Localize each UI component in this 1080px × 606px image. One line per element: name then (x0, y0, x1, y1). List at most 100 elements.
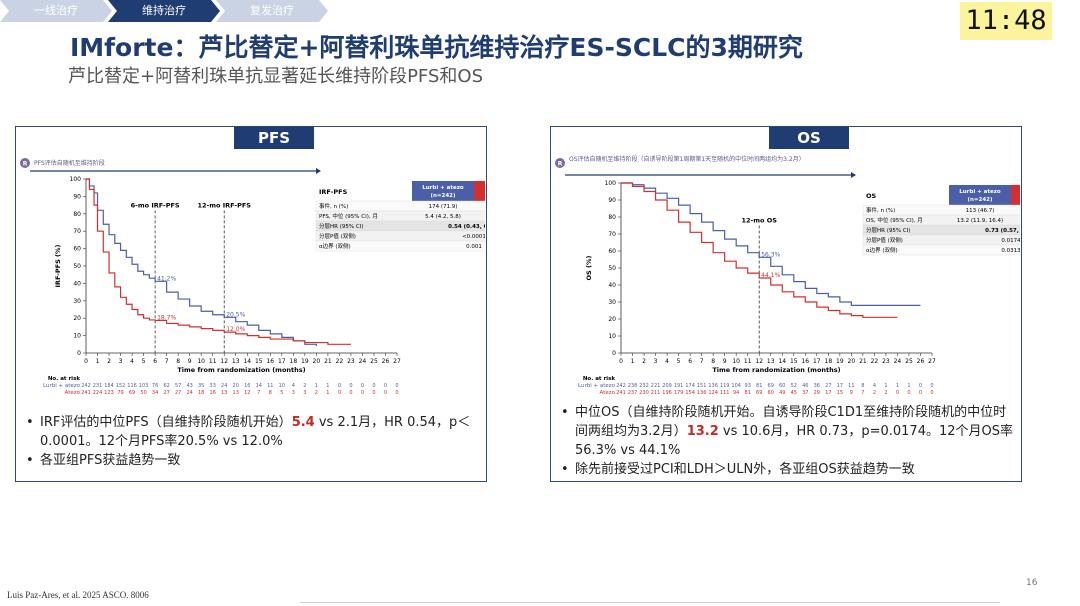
os-risk-value: 1 (907, 383, 910, 389)
os-risk-row-label: Atezo (600, 390, 616, 396)
os-risk-value: 104 (731, 383, 741, 389)
pfs-risk-value: 0 (395, 390, 398, 396)
os-table-cell: 113 (46.7) (966, 208, 995, 214)
os-x-tick-label: 5 (677, 358, 681, 365)
os-table-cell: 0.73 (0.57, 0.95) (985, 228, 1020, 234)
os-y-tick-label: 90 (608, 197, 616, 204)
pfs-risk-value: 0 (384, 390, 387, 396)
pfs-risk-value: 10 (279, 383, 285, 389)
os-risk-value: 11 (848, 383, 854, 389)
os-risk-value: 81 (756, 383, 762, 389)
os-risk-value: 0 (930, 390, 933, 396)
pfs-series-line-lurbi-atezo (86, 178, 317, 347)
pfs-x-tick-label: 25 (370, 358, 378, 365)
os-x-tick-label: 2 (642, 358, 646, 365)
pfs-risk-value: 50 (140, 390, 146, 396)
pfs-table-header-arm: Lurbi + atezo (422, 185, 464, 191)
os-x-tick-label: 23 (882, 358, 890, 365)
os-risk-value: 119 (720, 383, 730, 389)
os-risk-value: 1 (896, 383, 899, 389)
pfs-risk-value: 11 (267, 383, 273, 389)
os-series-line-lurbi-atezo (621, 182, 921, 306)
pfs-x-tick-label: 12 (220, 358, 228, 365)
pfs-risk-value: 27 (175, 390, 181, 396)
pfs-risk-value: 57 (175, 383, 181, 389)
os-table-row-label: 分层HR (95% CI) (866, 226, 910, 234)
pfs-bullet-text: 各亚组PFS获益趋势一致 (40, 453, 181, 468)
os-x-tick-label: 8 (711, 358, 715, 365)
pfs-x-tick-label: 27 (393, 358, 401, 365)
pfs-x-tick-label: 26 (382, 358, 390, 365)
pfs-risk-value: 62 (163, 383, 169, 389)
footer-divider (300, 602, 1000, 603)
os-x-axis-label: Time from randomization (months) (712, 366, 840, 374)
tab-relapse[interactable]: 复发治疗 (216, 0, 328, 22)
tab-maintenance[interactable]: 维持治疗 (108, 0, 220, 22)
os-risk-value: 242 (616, 383, 626, 389)
pfs-y-tick-label: 30 (73, 298, 81, 305)
os-x-tick-label: 4 (665, 358, 669, 365)
pfs-annotation: 12.0% (226, 326, 245, 333)
pfs-table-cell: 0.54 (0.43, 0.67) (448, 224, 485, 230)
pfs-x-tick-label: 16 (266, 358, 274, 365)
os-x-tick-label: 10 (732, 358, 740, 365)
os-risk-value: 7 (861, 390, 864, 396)
pfs-y-tick-label: 100 (70, 176, 82, 183)
pfs-risk-value: 0 (361, 383, 364, 389)
pfs-risk-value: 1 (315, 383, 318, 389)
pfs-risk-title: No. at risk (48, 376, 81, 382)
os-bullet-item: 中位OS（自维持阶段随机开始。自诱导阶段C1D1至维持阶段随机的中位时间两组均为… (561, 403, 1013, 460)
pfs-annotation: 18.7% (157, 314, 176, 321)
pfs-x-tick-label: 1 (96, 358, 100, 365)
pfs-risk-value: 27 (163, 390, 169, 396)
os-note-badge-circle (555, 158, 565, 168)
os-table-row-bg (862, 244, 1020, 256)
os-x-tick-label: 6 (688, 358, 692, 365)
os-risk-value: 151 (697, 383, 707, 389)
os-y-tick-label: 60 (608, 248, 616, 255)
os-x-tick-label: 9 (723, 358, 727, 365)
os-risk-value: 237 (628, 390, 638, 396)
pfs-table-cell: 174 (71.9) (429, 204, 458, 210)
os-x-tick-label: 3 (654, 358, 658, 365)
os-risk-value: 15 (837, 390, 843, 396)
pfs-risk-value: 0 (338, 383, 341, 389)
os-risk-value: 9 (850, 390, 853, 396)
pfs-risk-value: 69 (129, 390, 135, 396)
pfs-risk-value: 123 (104, 390, 114, 396)
pfs-table-header-atezo-bg (474, 181, 485, 201)
os-risk-value: 124 (708, 390, 718, 396)
os-table-row-label: 事件, n (%) (866, 206, 895, 214)
os-annotation: 44.1% (761, 272, 780, 279)
os-risk-value: 49 (779, 390, 785, 396)
os-risk-value: 196 (662, 390, 672, 396)
os-note-arrow-head (851, 172, 856, 178)
pfs-risk-value: 16 (244, 383, 250, 389)
os-bullet-text: 除先前接受过PCI和LDH＞ULN外，各亚组OS获益趋势一致 (575, 462, 915, 477)
os-risk-value: 0 (919, 383, 922, 389)
pfs-risk-value: 0 (384, 383, 387, 389)
os-y-tick-label: 40 (608, 282, 616, 289)
os-annotation: 56.3% (761, 251, 780, 258)
pfs-x-tick-label: 22 (336, 358, 344, 365)
os-risk-value: 136 (708, 383, 718, 389)
pfs-x-tick-label: 18 (290, 358, 298, 365)
os-km-chart: R OS评估自随机至维持阶段（自诱导阶段第1周期第1天至随机的中位时间两组均为3.… (555, 155, 1020, 396)
os-risk-value: 230 (639, 390, 649, 396)
pfs-risk-value: 76 (152, 383, 158, 389)
pfs-risk-value: 7 (257, 390, 260, 396)
pfs-risk-value: 152 (116, 383, 126, 389)
os-risk-value: 60 (768, 390, 774, 396)
os-panel-title: OS (769, 127, 849, 149)
os-x-tick-label: 20 (848, 358, 856, 365)
pfs-y-tick-label: 40 (73, 280, 81, 287)
pfs-risk-value: 13 (221, 390, 227, 396)
os-risk-value: 94 (733, 390, 739, 396)
pfs-bullets: IRF评估的中位PFS（自维持阶段随机开始）5.4 vs 2.1月，HR 0.5… (26, 413, 476, 470)
pfs-bullet-highlight: 5.4 (291, 415, 315, 430)
os-x-tick-label: 27 (928, 358, 936, 365)
pfs-risk-value: 242 (81, 383, 91, 389)
os-table-header-n: (n=242) (967, 197, 993, 203)
tab-first-line[interactable]: 一线治疗 (0, 0, 112, 22)
pfs-x-tick-label: 6 (153, 358, 157, 365)
